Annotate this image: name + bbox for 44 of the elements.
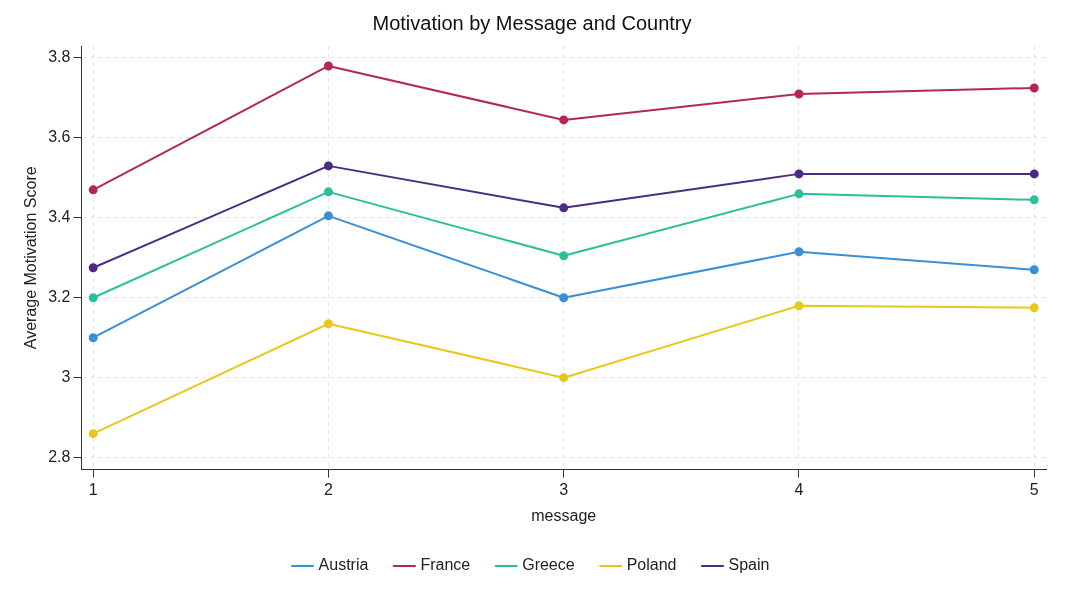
point — [794, 89, 804, 99]
legend-label: Spain — [728, 556, 770, 574]
point — [1029, 265, 1039, 275]
point — [794, 189, 804, 199]
chart-title: Motivation by Message and Country — [372, 11, 692, 34]
y-tick-label: 3.8 — [48, 48, 71, 66]
point — [559, 203, 569, 213]
y-tick-label: 2.8 — [48, 448, 71, 466]
legend-label: Austria — [318, 556, 369, 574]
y-tick-label: 3.6 — [48, 128, 71, 146]
point — [323, 211, 333, 221]
point — [1029, 303, 1039, 313]
legend-label: France — [420, 556, 471, 574]
legend-label: Greece — [522, 556, 575, 574]
point — [88, 185, 98, 195]
x-axis-title: message — [531, 506, 597, 524]
point — [323, 61, 333, 71]
point — [794, 301, 804, 311]
y-tick-label: 3 — [61, 368, 71, 386]
point — [559, 115, 569, 125]
point — [1029, 83, 1039, 93]
y-tick-label: 3.4 — [48, 208, 71, 226]
point — [559, 251, 569, 261]
point — [1029, 195, 1039, 205]
point — [1029, 169, 1039, 179]
point — [323, 319, 333, 329]
legend-label: Poland — [626, 556, 677, 574]
point — [559, 293, 569, 303]
point — [559, 373, 569, 383]
y-tick-label: 3.2 — [48, 288, 71, 306]
point — [323, 187, 333, 197]
point — [88, 333, 98, 343]
x-tick-label: 5 — [1029, 480, 1039, 498]
x-tick-label: 3 — [559, 480, 569, 498]
y-axis-title: Average Motivation Score — [22, 166, 40, 350]
point — [794, 247, 804, 257]
point — [88, 293, 98, 303]
x-tick-label: 1 — [88, 480, 98, 498]
point — [88, 263, 98, 273]
point — [323, 161, 333, 171]
point — [88, 429, 98, 439]
x-tick-label: 2 — [324, 480, 334, 498]
point — [794, 169, 804, 179]
x-tick-label: 4 — [794, 480, 804, 498]
